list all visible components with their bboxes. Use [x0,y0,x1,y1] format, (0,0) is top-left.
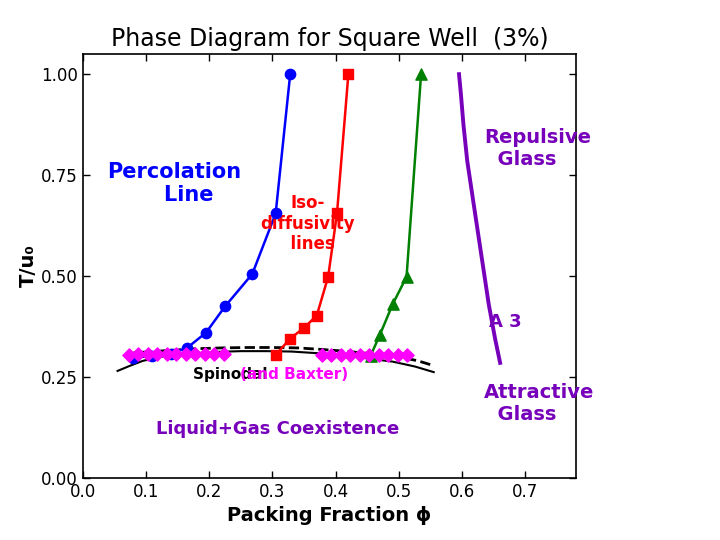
Point [343,70,354,78]
Point [325,351,337,360]
Point [335,351,346,360]
Y-axis label: T/u₀: T/u₀ [19,245,38,287]
Point [374,330,386,339]
Point [415,70,427,78]
Point [311,311,323,320]
Point [284,70,296,78]
Point [123,351,135,360]
Point [382,351,394,360]
Point [200,328,212,337]
Text: Liquid+Gas Coexistence: Liquid+Gas Coexistence [156,421,399,438]
Point [402,351,413,360]
Point [152,349,163,358]
Point [246,269,258,278]
Point [218,349,230,358]
Point [387,300,398,309]
Point [364,351,375,360]
Point [199,349,210,358]
Text: Attractive
  Glass: Attractive Glass [484,383,594,424]
Point [298,323,310,332]
Point [142,349,153,358]
Text: Spinodal: Spinodal [194,367,273,382]
X-axis label: Packing Fraction ϕ: Packing Fraction ϕ [228,507,431,525]
Point [316,351,328,360]
Point [365,352,377,360]
Point [161,349,173,358]
Point [331,209,343,218]
Point [373,351,384,360]
Text: Repulsive
  Glass: Repulsive Glass [485,129,591,170]
Point [354,351,366,360]
Point [209,349,220,358]
Point [180,349,192,358]
Point [166,349,177,358]
Point [127,353,139,362]
Point [171,349,182,358]
Point [401,273,413,281]
Point [284,334,296,343]
Point [189,349,201,358]
Text: Iso-
diffusivity
  lines: Iso- diffusivity lines [260,194,354,253]
Point [323,273,334,281]
Point [132,350,144,359]
Point [270,209,282,218]
Point [270,350,282,359]
Title: Phase Diagram for Square Well  (3%): Phase Diagram for Square Well (3%) [111,26,548,51]
Point [181,343,193,352]
Point [220,302,231,310]
Text: (and Baxter): (and Baxter) [240,367,348,382]
Point [392,351,403,360]
Point [147,352,158,360]
Text: A 3: A 3 [490,313,522,332]
Text: Percolation
    Line: Percolation Line [107,161,241,205]
Point [344,351,356,360]
